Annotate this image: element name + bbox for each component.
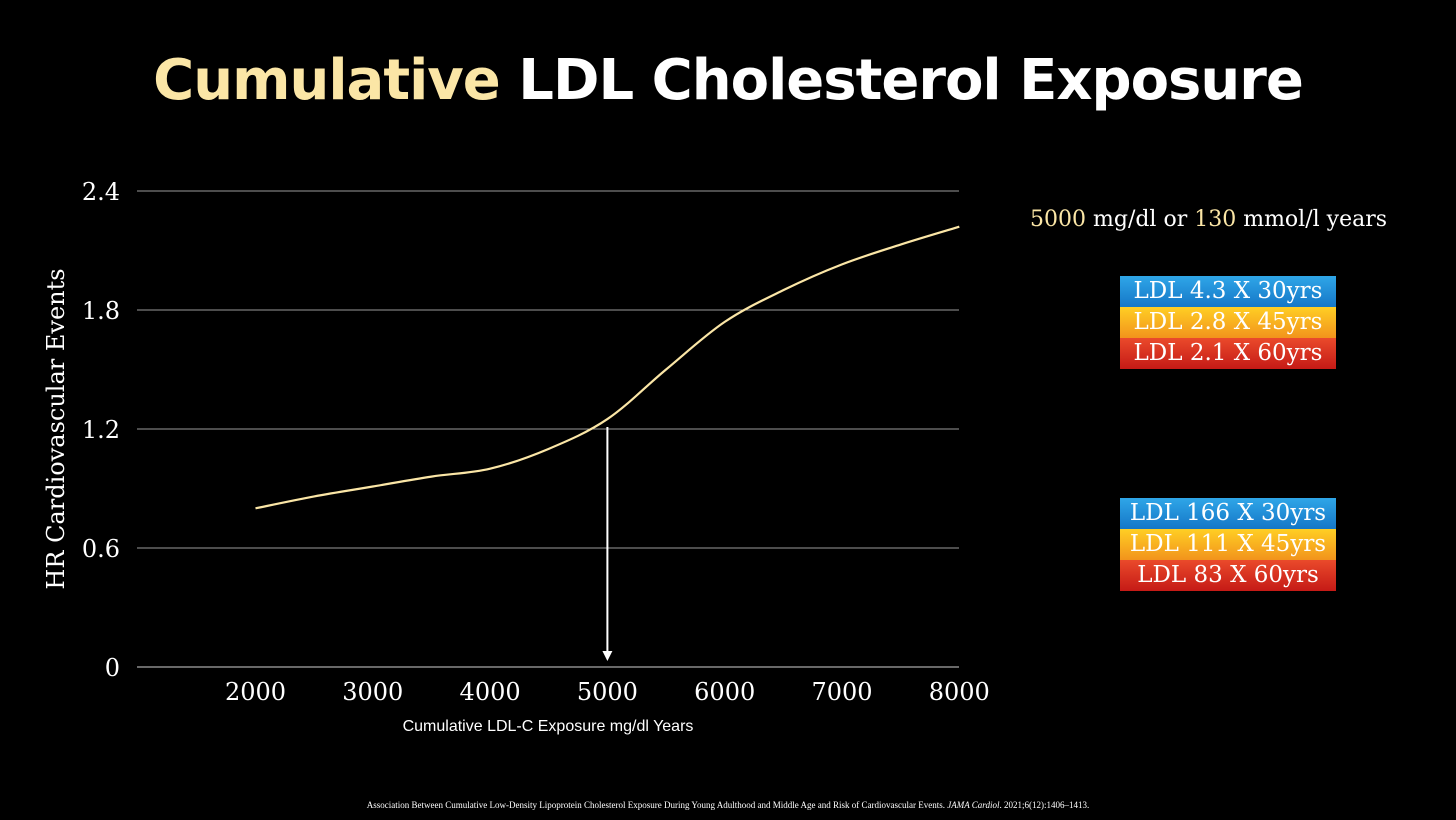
y-tick-label: 2.4 [82,178,120,206]
x-tick-label: 2000 [225,678,286,706]
note-text-1: mg/dl or [1086,207,1195,232]
x-tick-label: 7000 [811,678,872,706]
mmol-equivalents-box: LDL 4.3 X 30yrs LDL 2.8 X 45yrs LDL 2.1 … [1120,276,1336,369]
y-tick-label: 0 [105,654,120,682]
mgdl-30yrs: LDL 166 X 30yrs [1120,498,1336,529]
x-tick-label: 8000 [929,678,990,706]
mmol-60yrs: LDL 2.1 X 60yrs [1120,338,1336,369]
y-tick-label: 1.2 [82,416,120,444]
citation: Association Between Cumulative Low-Densi… [0,800,1456,810]
arrow-head [602,651,613,661]
y-tick-label: 0.6 [82,535,120,563]
citation-journal: JAMA Cardiol [947,800,1000,810]
y-tick-label: 1.8 [82,297,120,325]
series-line [255,225,960,510]
mgdl-equivalents-box: LDL 166 X 30yrs LDL 111 X 45yrs LDL 83 X… [1120,498,1336,591]
note-value-mgdl: 5000 [1030,207,1086,232]
x-tick-label: 4000 [460,678,521,706]
x-tick-label: 6000 [694,678,755,706]
x-tick-label: 3000 [342,678,403,706]
citation-text: Association Between Cumulative Low-Densi… [366,800,948,810]
title-rest: LDL Cholesterol Exposure [518,48,1304,113]
x-axis-label: Cumulative LDL-C Exposure mg/dl Years [403,718,694,735]
mmol-45yrs: LDL 2.8 X 45yrs [1120,307,1336,338]
citation-ref: . 2021;6(12):1406–1413. [999,800,1090,810]
y-axis-label: HR Cardiovascular Events [42,268,70,589]
title-accent: Cumulative [153,48,501,113]
x-tick-label: 5000 [577,678,638,706]
note-text-2: mmol/l years [1236,207,1388,232]
note-value-mmol: 130 [1194,207,1237,232]
mgdl-60yrs: LDL 83 X 60yrs [1120,560,1336,591]
mmol-30yrs: LDL 4.3 X 30yrs [1120,276,1336,307]
slide-title: Cumulative LDL Cholesterol Exposure [0,48,1456,113]
exposure-note: 5000 mg/dl or 130 mmol/l years [1030,207,1387,232]
mgdl-45yrs: LDL 111 X 45yrs [1120,529,1336,560]
